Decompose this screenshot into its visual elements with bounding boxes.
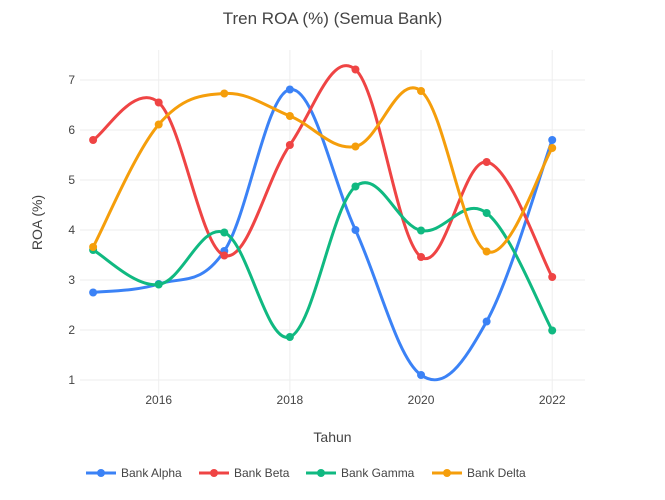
- series-line-bank-beta: [91, 64, 554, 279]
- data-point-bank-gamma[interactable]: [482, 209, 491, 217]
- data-point-bank-alpha[interactable]: [548, 136, 557, 144]
- legend-label: Bank Delta: [467, 466, 526, 480]
- series-line-bank-alpha: [91, 88, 554, 382]
- series-bank-delta: [89, 86, 557, 256]
- y-tick-label: 7: [68, 73, 75, 87]
- y-tick-label: 2: [68, 323, 75, 337]
- data-point-bank-delta[interactable]: [154, 120, 163, 129]
- series-line-bank-gamma: [91, 181, 554, 339]
- data-point-bank-gamma[interactable]: [154, 280, 163, 289]
- data-point-bank-beta[interactable]: [220, 251, 229, 260]
- data-point-bank-delta[interactable]: [351, 142, 360, 151]
- x-tick-label: 2022: [539, 393, 566, 407]
- data-point-bank-alpha[interactable]: [482, 317, 491, 326]
- legend-label: Bank Gamma: [341, 466, 415, 480]
- y-axis-title: ROA (%): [29, 195, 45, 250]
- y-tick-label: 6: [68, 123, 75, 137]
- data-point-bank-beta[interactable]: [351, 65, 360, 74]
- data-point-bank-gamma[interactable]: [220, 228, 229, 237]
- series-layer: [89, 64, 557, 382]
- data-point-bank-beta[interactable]: [548, 273, 557, 281]
- legend-item-bank-delta[interactable]: Bank Delta: [432, 466, 526, 480]
- y-tick-label: 1: [68, 373, 75, 387]
- x-axis-title: Tahun: [313, 429, 351, 445]
- data-point-bank-gamma[interactable]: [548, 326, 557, 335]
- data-point-bank-beta[interactable]: [154, 98, 163, 107]
- data-point-bank-gamma[interactable]: [285, 333, 294, 341]
- chart-title: Tren ROA (%) (Semua Bank): [222, 9, 443, 28]
- y-tick-label: 4: [68, 223, 75, 237]
- data-point-bank-delta[interactable]: [285, 112, 294, 120]
- legend-label: Bank Alpha: [121, 466, 182, 480]
- legend-item-bank-beta[interactable]: Bank Beta: [199, 466, 290, 480]
- data-point-bank-alpha[interactable]: [89, 288, 98, 297]
- tick-labels: 1 2 3 4 5 6 7 2016 2018 2020 2022: [68, 73, 566, 407]
- data-point-bank-delta[interactable]: [417, 87, 426, 95]
- data-point-bank-alpha[interactable]: [285, 85, 294, 94]
- x-tick-label: 2018: [277, 393, 304, 407]
- data-point-bank-delta[interactable]: [482, 247, 491, 256]
- series-bank-alpha: [89, 85, 557, 382]
- legend-swatch-marker: [210, 469, 218, 477]
- data-point-bank-delta[interactable]: [548, 144, 557, 152]
- series-bank-gamma: [89, 181, 557, 341]
- legend-label: Bank Beta: [234, 466, 290, 480]
- legend: Bank Alpha Bank Beta Bank Gamma Bank Delta: [86, 466, 526, 480]
- series-bank-beta: [89, 64, 557, 281]
- data-point-bank-beta[interactable]: [285, 141, 294, 149]
- legend-swatch-marker: [443, 469, 451, 477]
- data-point-bank-beta[interactable]: [482, 158, 491, 166]
- data-point-bank-gamma[interactable]: [417, 226, 426, 235]
- series-line-bank-delta: [91, 86, 554, 254]
- y-tick-label: 3: [68, 273, 75, 287]
- data-point-bank-beta[interactable]: [417, 253, 426, 261]
- data-point-bank-alpha[interactable]: [417, 371, 426, 379]
- legend-item-bank-alpha[interactable]: Bank Alpha: [86, 466, 182, 480]
- data-point-bank-gamma[interactable]: [351, 182, 360, 191]
- legend-swatch-marker: [97, 469, 105, 477]
- legend-swatch-marker: [317, 469, 325, 477]
- legend-item-bank-gamma[interactable]: Bank Gamma: [306, 466, 415, 480]
- data-point-bank-alpha[interactable]: [351, 226, 360, 234]
- data-point-bank-delta[interactable]: [220, 89, 229, 98]
- data-point-bank-delta[interactable]: [89, 243, 98, 251]
- y-tick-label: 5: [68, 173, 75, 187]
- x-tick-label: 2020: [408, 393, 435, 407]
- data-point-bank-beta[interactable]: [89, 136, 98, 144]
- x-tick-label: 2016: [145, 393, 172, 407]
